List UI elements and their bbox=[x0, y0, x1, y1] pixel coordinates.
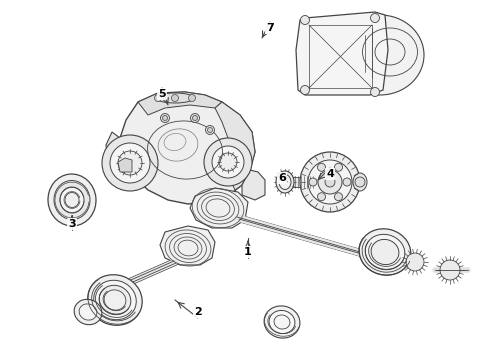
Circle shape bbox=[172, 94, 178, 102]
Text: 4: 4 bbox=[326, 169, 334, 179]
Ellipse shape bbox=[269, 310, 295, 334]
Ellipse shape bbox=[54, 180, 90, 220]
Ellipse shape bbox=[156, 93, 194, 103]
Polygon shape bbox=[296, 12, 388, 95]
Circle shape bbox=[370, 87, 379, 96]
Circle shape bbox=[440, 260, 460, 280]
Polygon shape bbox=[138, 92, 222, 115]
Ellipse shape bbox=[274, 315, 290, 329]
Circle shape bbox=[161, 113, 170, 122]
Ellipse shape bbox=[94, 280, 136, 320]
Text: 2: 2 bbox=[194, 307, 202, 317]
Polygon shape bbox=[118, 158, 132, 172]
Circle shape bbox=[335, 163, 343, 171]
Circle shape bbox=[110, 143, 150, 183]
Ellipse shape bbox=[371, 239, 399, 265]
Polygon shape bbox=[190, 188, 248, 228]
Text: 5: 5 bbox=[158, 89, 166, 99]
Text: 1: 1 bbox=[244, 247, 252, 257]
Circle shape bbox=[154, 94, 162, 102]
Ellipse shape bbox=[48, 174, 96, 226]
Circle shape bbox=[318, 163, 325, 171]
Bar bbox=[293, 177, 315, 187]
Polygon shape bbox=[106, 132, 138, 188]
Circle shape bbox=[189, 94, 196, 102]
Circle shape bbox=[370, 14, 379, 23]
Circle shape bbox=[207, 127, 213, 132]
Ellipse shape bbox=[88, 275, 142, 325]
Polygon shape bbox=[160, 226, 215, 265]
Circle shape bbox=[193, 116, 197, 121]
Ellipse shape bbox=[104, 290, 126, 310]
Circle shape bbox=[118, 151, 142, 175]
Ellipse shape bbox=[264, 306, 300, 338]
Ellipse shape bbox=[276, 171, 294, 193]
Ellipse shape bbox=[336, 15, 424, 95]
Circle shape bbox=[204, 138, 252, 186]
Polygon shape bbox=[242, 170, 265, 200]
Ellipse shape bbox=[365, 234, 405, 270]
Circle shape bbox=[191, 113, 199, 122]
Circle shape bbox=[300, 15, 310, 24]
Circle shape bbox=[355, 177, 365, 187]
Circle shape bbox=[102, 135, 158, 191]
Text: 3: 3 bbox=[68, 219, 76, 229]
Ellipse shape bbox=[279, 175, 291, 189]
Circle shape bbox=[318, 170, 342, 194]
Polygon shape bbox=[120, 92, 255, 204]
Circle shape bbox=[308, 160, 352, 204]
Text: 6: 6 bbox=[278, 173, 286, 183]
Ellipse shape bbox=[74, 299, 102, 325]
Ellipse shape bbox=[79, 304, 97, 320]
Circle shape bbox=[309, 178, 317, 186]
Circle shape bbox=[300, 86, 310, 95]
Circle shape bbox=[219, 153, 237, 171]
Text: 7: 7 bbox=[266, 23, 274, 33]
Circle shape bbox=[300, 152, 360, 212]
Ellipse shape bbox=[359, 229, 411, 275]
Circle shape bbox=[406, 253, 424, 271]
Ellipse shape bbox=[353, 173, 367, 191]
Ellipse shape bbox=[99, 285, 131, 315]
Circle shape bbox=[212, 146, 244, 178]
Circle shape bbox=[343, 178, 351, 186]
Circle shape bbox=[318, 193, 325, 201]
Circle shape bbox=[335, 193, 343, 201]
Ellipse shape bbox=[65, 193, 79, 207]
Circle shape bbox=[163, 116, 168, 121]
Ellipse shape bbox=[60, 187, 84, 213]
Circle shape bbox=[325, 177, 335, 187]
Polygon shape bbox=[215, 102, 255, 190]
Circle shape bbox=[205, 126, 215, 135]
